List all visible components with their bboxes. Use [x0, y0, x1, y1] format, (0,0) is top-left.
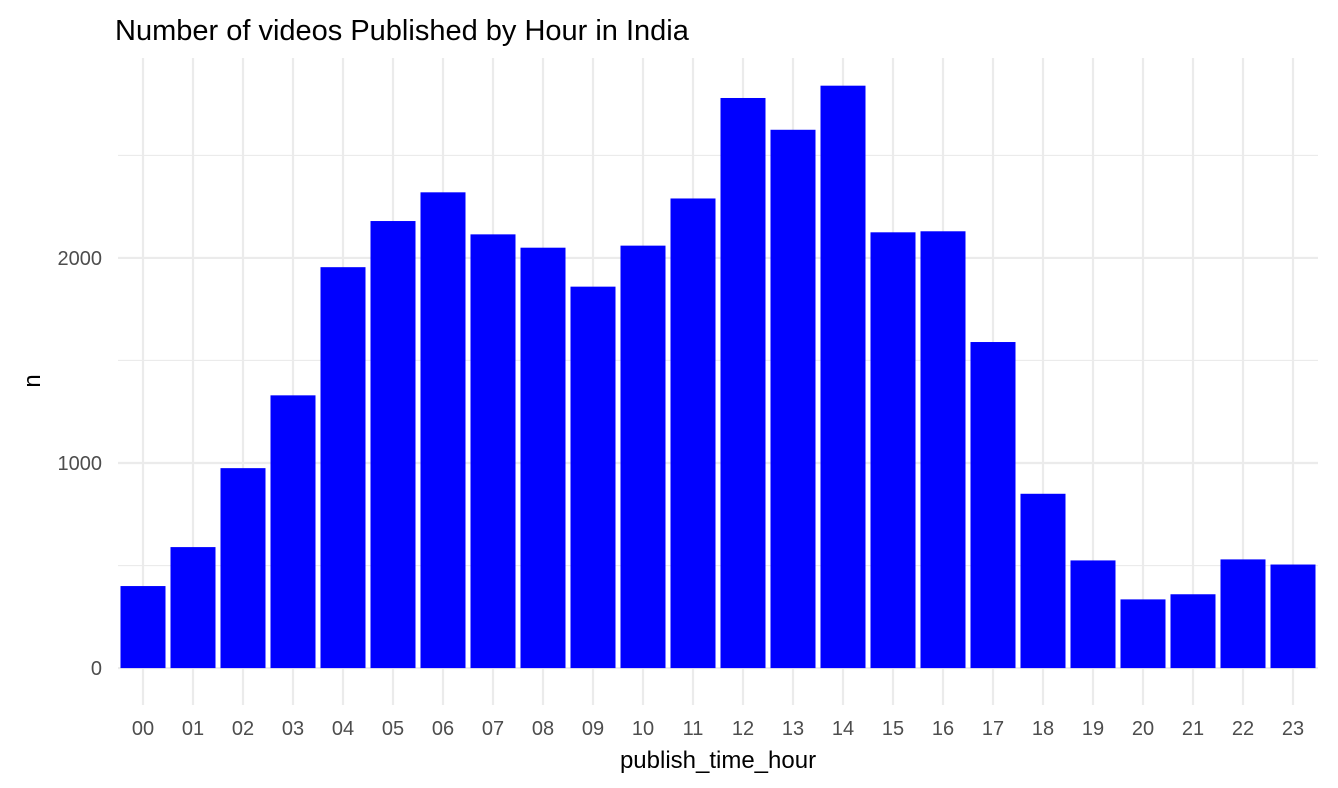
bar-10 [620, 245, 666, 669]
x-tick-label: 17 [982, 718, 1004, 740]
x-tick-label: 06 [432, 718, 454, 740]
bar-14 [820, 85, 866, 669]
x-tick-label: 02 [232, 718, 254, 740]
x-tick-label: 07 [482, 718, 504, 740]
bar-13 [770, 129, 816, 669]
bar-22 [1220, 559, 1266, 669]
x-tick-label: 15 [882, 718, 904, 740]
chart-title: Number of videos Published by Hour in In… [115, 15, 690, 47]
bar-04 [320, 267, 366, 669]
x-tick-label: 01 [182, 718, 204, 740]
x-axis-title: publish_time_hour [620, 747, 816, 774]
bar-06 [420, 192, 466, 669]
bar-09 [570, 286, 616, 669]
x-tick-label: 03 [282, 718, 304, 740]
bar-23 [1270, 564, 1316, 669]
bar-21 [1170, 594, 1216, 669]
bar-01 [170, 547, 216, 669]
bar-02 [220, 468, 266, 669]
x-tick-label: 20 [1132, 718, 1154, 740]
x-tick-label: 16 [932, 718, 954, 740]
x-tick-label: 21 [1182, 718, 1204, 740]
bar-19 [1070, 560, 1116, 669]
x-tick-label: 22 [1232, 718, 1254, 740]
x-axis-tick-labels: 00 01 02 03 04 05 06 07 08 09 10 11 12 13 14 15 16 17 18 19… [132, 718, 1304, 740]
bar-15 [870, 232, 916, 669]
x-tick-label: 23 [1282, 718, 1304, 740]
bar-08 [520, 247, 566, 669]
bar-05 [370, 221, 416, 669]
bar-00 [120, 586, 166, 669]
bar-07 [470, 234, 516, 669]
bar-17 [970, 342, 1016, 669]
x-tick-label: 12 [732, 718, 754, 740]
x-tick-label: 18 [1032, 718, 1054, 740]
x-tick-label: 09 [582, 718, 604, 740]
bar-16 [920, 231, 966, 669]
bar-18 [1020, 493, 1066, 669]
bar-11 [670, 198, 716, 669]
x-tick-label: 14 [832, 718, 854, 740]
x-tick-label: 04 [332, 718, 354, 740]
y-tick-label: 0 [91, 658, 102, 680]
y-tick-label: 1000 [58, 453, 103, 475]
x-tick-label: 05 [382, 718, 404, 740]
bar-20 [1120, 599, 1166, 669]
x-tick-label: 08 [532, 718, 554, 740]
bar-12 [720, 97, 766, 669]
bar-03 [270, 395, 316, 669]
x-tick-label: 19 [1082, 718, 1104, 740]
y-axis-title: n [19, 374, 46, 387]
x-tick-label: 13 [782, 718, 804, 740]
x-tick-label: 10 [632, 718, 654, 740]
bars [120, 85, 1316, 669]
x-tick-label: 00 [132, 718, 154, 740]
y-tick-label: 2000 [58, 248, 103, 270]
x-tick-label: 11 [683, 718, 704, 740]
y-axis-tick-labels: 0 1000 2000 [58, 248, 103, 680]
